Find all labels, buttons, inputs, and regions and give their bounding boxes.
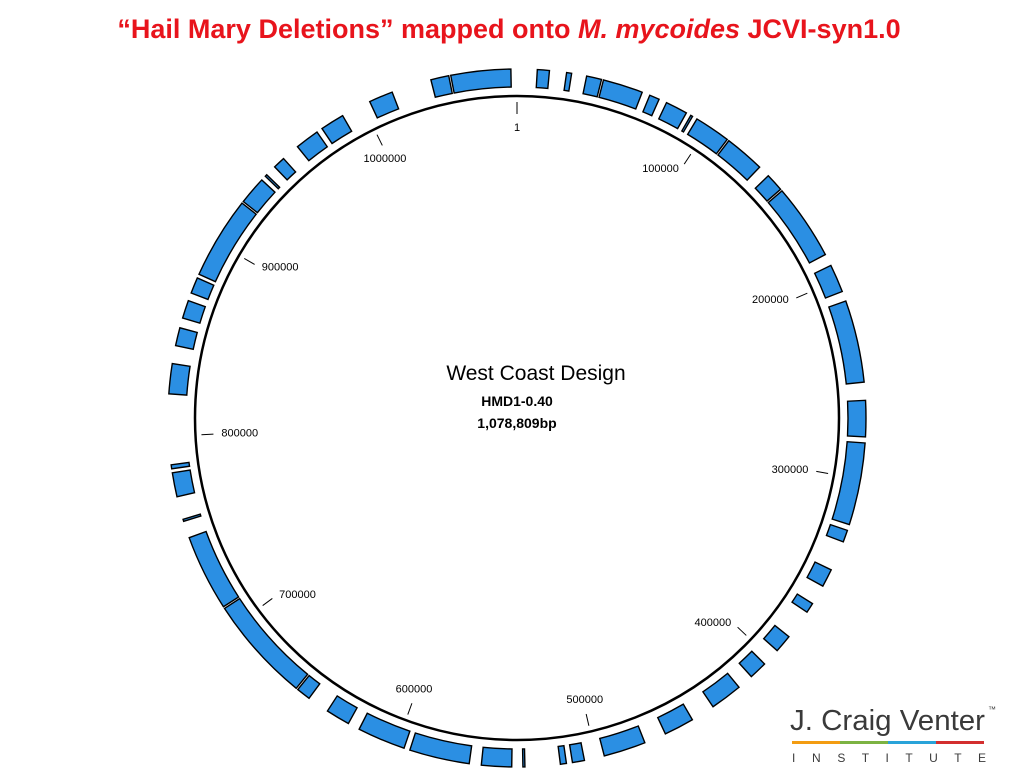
deletion	[171, 469, 196, 498]
deletion	[264, 173, 281, 190]
deletion	[242, 178, 276, 214]
tick-label: 300000	[772, 464, 809, 476]
logo-bar	[936, 741, 984, 744]
deletion	[827, 300, 865, 385]
deletion	[368, 91, 400, 119]
title-prefix: “Hail Mary Deletions” mapped onto	[117, 14, 578, 44]
deletion	[806, 561, 833, 588]
tick-mark	[376, 134, 383, 146]
deletion	[188, 530, 240, 608]
deletion	[296, 131, 329, 162]
tick-label: 600000	[396, 684, 433, 696]
logo-bar	[840, 741, 888, 744]
plasmid-name: HMD1-0.40	[481, 393, 553, 409]
deletion	[582, 75, 603, 98]
deletion	[181, 299, 207, 325]
deletion	[598, 79, 644, 110]
title: “Hail Mary Deletions” mapped onto M. myc…	[117, 14, 900, 44]
tick-mark	[737, 626, 747, 636]
deletion	[408, 732, 473, 765]
deletion	[831, 440, 866, 526]
tick-label: 200000	[752, 294, 789, 306]
deletion	[641, 94, 661, 117]
tick-label: 900000	[262, 261, 299, 273]
deletion	[657, 101, 688, 130]
deletion	[557, 744, 568, 766]
deletion	[598, 725, 646, 757]
tick-label: 400000	[695, 617, 732, 629]
deletion	[754, 174, 782, 203]
genome-size: 1,078,809bp	[477, 415, 556, 431]
deletion	[190, 277, 215, 301]
deletion	[716, 139, 761, 182]
tick-label: 1000000	[364, 153, 407, 165]
title-suffix: JCVI-syn1.0	[740, 14, 901, 44]
deletion	[535, 68, 551, 90]
deletion	[182, 513, 202, 523]
tick-mark	[201, 433, 214, 436]
tick-mark	[683, 153, 692, 165]
tick-label: 500000	[566, 694, 603, 706]
deletion	[686, 117, 729, 155]
tick-mark	[262, 598, 273, 606]
deletion	[738, 650, 766, 678]
logo-name: J. Craig Venter	[790, 705, 985, 737]
deletion	[825, 523, 849, 543]
tick-mark	[796, 292, 808, 299]
tick-mark	[244, 257, 255, 265]
tick-label: 800000	[221, 428, 258, 440]
deletion	[198, 202, 258, 283]
deletion	[656, 703, 694, 735]
title-italic: M. mycoides	[578, 14, 740, 44]
design-label: West Coast Design	[446, 362, 625, 385]
tick-group: 1 100000 200000 300000 400000 500000 600000 700…	[201, 101, 829, 726]
deletion	[701, 672, 741, 708]
logo-tm: ™	[988, 705, 996, 714]
deletion	[321, 114, 353, 145]
genome-circle	[193, 94, 841, 742]
tick-label: 1	[514, 122, 520, 134]
deletion	[480, 746, 513, 768]
deletion	[568, 741, 586, 764]
deletion	[326, 694, 359, 725]
deletion	[813, 264, 844, 299]
deletion	[762, 624, 790, 652]
deletion	[521, 748, 526, 768]
deletion	[563, 71, 573, 92]
deletion	[358, 712, 411, 750]
tick-mark	[585, 713, 590, 726]
deletion	[174, 326, 199, 351]
tick-label: 700000	[279, 589, 316, 601]
deletion	[767, 189, 827, 264]
deletion	[791, 593, 814, 614]
logo-bar	[888, 741, 936, 744]
deletion	[449, 68, 512, 94]
deletion	[430, 74, 454, 99]
deletion	[168, 362, 191, 396]
deletion	[273, 157, 297, 181]
deletion	[680, 114, 694, 133]
deletion	[170, 461, 191, 470]
tick-label: 100000	[642, 163, 679, 175]
logo-bar	[792, 741, 840, 744]
logo: J. Craig Venter ™ I N S T I T U T E	[790, 705, 996, 765]
deletion-ring	[168, 68, 867, 768]
tick-mark	[407, 703, 413, 715]
tick-mark	[816, 470, 829, 474]
deletion	[846, 399, 867, 438]
deletion	[296, 674, 321, 700]
deletion	[223, 597, 309, 690]
